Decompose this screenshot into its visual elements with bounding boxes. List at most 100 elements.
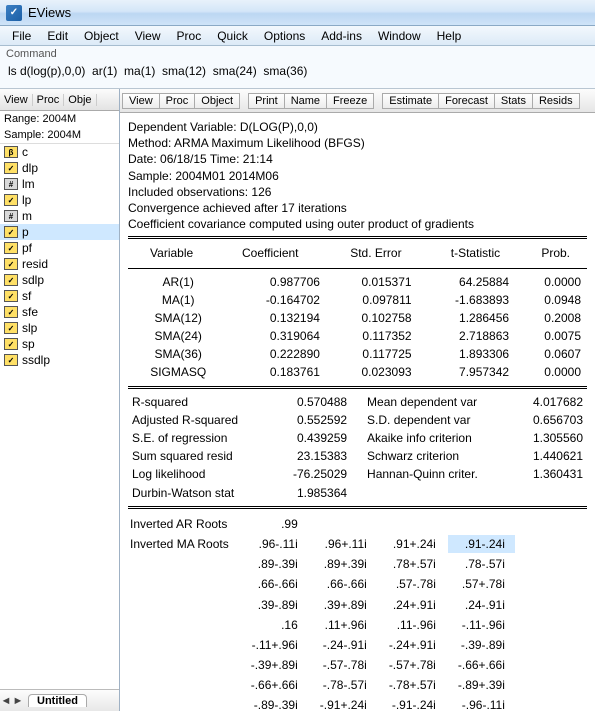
workfile-bottom-tabs: ◄ ► Untitled: [0, 689, 119, 711]
root-value: .39-.89i: [241, 596, 308, 614]
header-line: Date: 06/18/15 Time: 21:14: [128, 151, 587, 167]
stat-value: 1.305560: [513, 429, 587, 447]
root-value: .24-.91i: [448, 596, 515, 614]
menu-file[interactable]: File: [4, 29, 39, 43]
root-value: .11+.96i: [310, 616, 377, 634]
cell: 7.957342: [418, 363, 516, 381]
menu-object[interactable]: Object: [76, 29, 127, 43]
eq-btn-stats[interactable]: Stats: [495, 93, 533, 109]
root-value: .91-.24i: [448, 535, 515, 553]
cell: 0.015371: [326, 273, 418, 291]
root-value: -.57+.78i: [379, 656, 446, 674]
command-input[interactable]: [6, 63, 589, 79]
table-row: SIGMASQ0.1837610.0230937.9573420.0000: [128, 363, 587, 381]
list-item[interactable]: ✓sdlp: [0, 272, 119, 288]
list-item[interactable]: ✓sf: [0, 288, 119, 304]
series-name: ssdlp: [22, 353, 50, 367]
cell: SMA(12): [128, 309, 228, 327]
menu-window[interactable]: Window: [370, 29, 429, 43]
list-item[interactable]: #lm: [0, 176, 119, 192]
wf-tab-view[interactable]: View: [0, 94, 33, 106]
stat-value: 0.656703: [513, 411, 587, 429]
menu-view[interactable]: View: [127, 29, 169, 43]
list-item[interactable]: ✓lp: [0, 192, 119, 208]
stat-label: Log likelihood: [128, 465, 272, 483]
menu-proc[interactable]: Proc: [169, 29, 210, 43]
list-item[interactable]: ✓ssdlp: [0, 352, 119, 368]
table-row: -.11+.96i-.24-.91i-.24+.91i-.39-.89i: [130, 636, 515, 654]
root-value: -.78-.57i: [310, 676, 377, 694]
series-name: c: [22, 145, 28, 159]
roots-label: [130, 616, 239, 634]
series-name: lm: [22, 177, 35, 191]
table-row: Sum squared resid23.15383Schwarz criteri…: [128, 447, 587, 465]
stat-value: 1.985364: [272, 484, 351, 502]
series-name: pf: [22, 241, 32, 255]
menu-help[interactable]: Help: [429, 29, 470, 43]
table-row: Inverted AR Roots .99: [130, 515, 515, 533]
table-row: .89-.39i.89+.39i.78+.57i.78-.57i: [130, 555, 515, 573]
roots-label: [130, 575, 239, 593]
cell: 0.117725: [326, 345, 418, 363]
menu-edit[interactable]: Edit: [39, 29, 76, 43]
cell: 0.117352: [326, 327, 418, 345]
menu-addins[interactable]: Add-ins: [313, 29, 370, 43]
equation-window: View Proc Object Print Name Freeze Estim…: [120, 89, 595, 711]
list-item[interactable]: ✓sfe: [0, 304, 119, 320]
eq-btn-name[interactable]: Name: [285, 93, 327, 109]
roots-label: [130, 555, 239, 573]
series-name: dlp: [22, 161, 38, 175]
list-item[interactable]: ✓sp: [0, 336, 119, 352]
list-item[interactable]: #m: [0, 208, 119, 224]
cell: SIGMASQ: [128, 363, 228, 381]
table-row: Adjusted R-squared0.552592S.D. dependent…: [128, 411, 587, 429]
stat-value: 23.15383: [272, 447, 351, 465]
roots-label: Inverted MA Roots: [130, 535, 239, 553]
eq-btn-forecast[interactable]: Forecast: [439, 93, 495, 109]
root-value: .89+.39i: [310, 555, 377, 573]
menu-bar: File Edit Object View Proc Quick Options…: [0, 26, 595, 46]
command-box: [0, 60, 595, 89]
eq-btn-object[interactable]: Object: [195, 93, 240, 109]
root-value: -.24+.91i: [379, 636, 446, 654]
table-row: AR(1)0.9877060.01537164.258840.0000: [128, 273, 587, 291]
cell: 2.718863: [418, 327, 516, 345]
coefficient-table: VariableCoefficientStd. Errort-Statistic…: [128, 243, 587, 263]
cell: -1.683893: [418, 291, 516, 309]
equation-toolbar: View Proc Object Print Name Freeze Estim…: [120, 89, 595, 113]
wf-tab-proc[interactable]: Proc: [33, 94, 65, 106]
list-item[interactable]: ✓pf: [0, 240, 119, 256]
cell: 0.183761: [228, 363, 326, 381]
eq-btn-print[interactable]: Print: [248, 93, 285, 109]
series-icon: ✓: [4, 290, 18, 302]
eq-btn-estimate[interactable]: Estimate: [382, 93, 439, 109]
table-row: .66-.66i.66-.66i.57-.78i.57+.78i: [130, 575, 515, 593]
root-value: .78+.57i: [379, 555, 446, 573]
stat-label: Hannan-Quinn criter.: [363, 465, 513, 483]
eq-btn-freeze[interactable]: Freeze: [327, 93, 374, 109]
list-item[interactable]: ✓slp: [0, 320, 119, 336]
series-name: resid: [22, 257, 48, 271]
series-icon: ✓: [4, 306, 18, 318]
stat-value: 1.440621: [513, 447, 587, 465]
series-icon: β: [4, 146, 18, 158]
list-item[interactable]: βc: [0, 144, 119, 160]
stat-label: S.D. dependent var: [363, 411, 513, 429]
series-name: m: [22, 209, 32, 223]
list-item[interactable]: ✓dlp: [0, 160, 119, 176]
cell: 0.2008: [515, 309, 587, 327]
list-item[interactable]: ✓p: [0, 224, 119, 240]
cell: SMA(24): [128, 327, 228, 345]
equation-output: Dependent Variable: D(LOG(P),0,0)Method:…: [120, 113, 595, 711]
menu-quick[interactable]: Quick: [209, 29, 256, 43]
cell: AR(1): [128, 273, 228, 291]
stat-label: Durbin-Watson stat: [128, 484, 272, 502]
eq-btn-view[interactable]: View: [122, 93, 160, 109]
stat-label: R-squared: [128, 393, 272, 411]
wf-tab-object[interactable]: Obje: [64, 94, 96, 106]
eq-btn-resids[interactable]: Resids: [533, 93, 580, 109]
eq-btn-proc[interactable]: Proc: [160, 93, 196, 109]
list-item[interactable]: ✓resid: [0, 256, 119, 272]
table-row: Log likelihood-76.25029Hannan-Quinn crit…: [128, 465, 587, 483]
menu-options[interactable]: Options: [256, 29, 313, 43]
